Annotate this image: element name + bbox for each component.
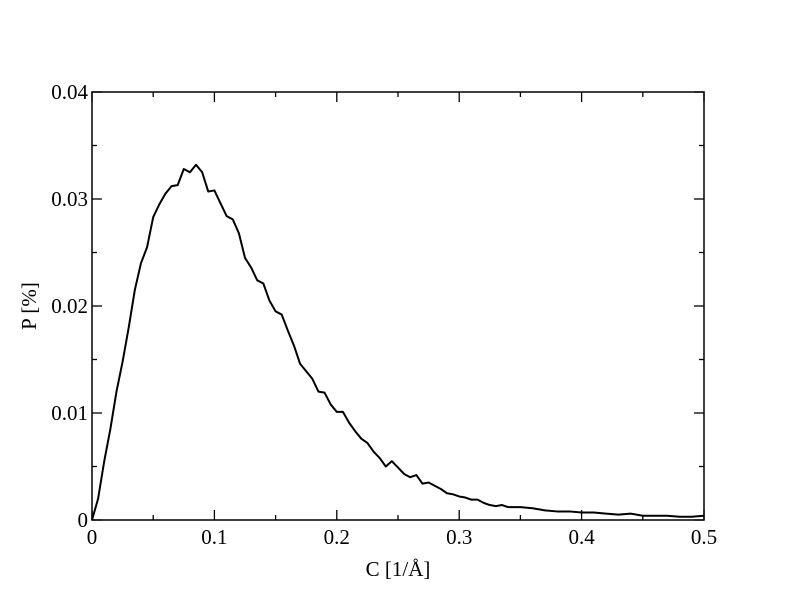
- plot-frame: [91, 91, 705, 521]
- x-axis-label: C [1/Å]: [366, 557, 431, 581]
- x-tick-label: 0.3: [446, 525, 472, 549]
- x-tick-label: 0: [87, 525, 98, 549]
- y-tick-label: 0.02: [51, 294, 88, 318]
- x-tick-label: 0.1: [201, 525, 227, 549]
- y-tick-label: 0.03: [51, 187, 88, 211]
- y-tick-label: 0.01: [51, 401, 88, 425]
- x-tick-label: 0.4: [568, 525, 595, 549]
- y-tick-label: 0.04: [51, 80, 88, 104]
- y-tick-label: 0: [78, 508, 89, 532]
- x-tick-label: 0.2: [324, 525, 350, 549]
- y-axis-label: P [%]: [17, 282, 41, 330]
- x-tick-label: 0.5: [691, 525, 717, 549]
- data-line: [91, 163, 705, 521]
